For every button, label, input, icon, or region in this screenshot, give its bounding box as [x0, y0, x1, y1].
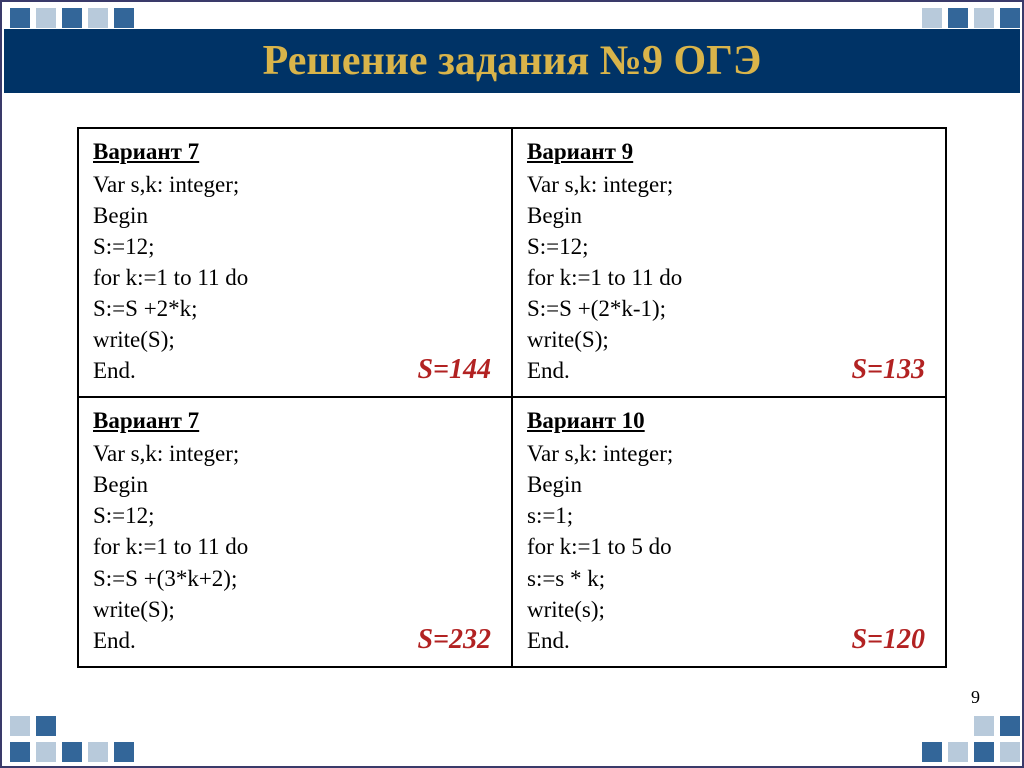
code-line: S:=S +2*k;: [93, 293, 497, 324]
cell-title: Вариант 7: [93, 408, 497, 434]
code-line: Begin: [527, 200, 931, 231]
code-line: write(S);: [527, 324, 931, 355]
code-line: Begin: [93, 469, 497, 500]
answer: S=232: [417, 624, 491, 656]
cell-title: Вариант 7: [93, 139, 497, 165]
decor-square: [948, 742, 968, 762]
decor-square: [114, 8, 134, 28]
code-line: S:=S +(3*k+2);: [93, 563, 497, 594]
code-line: Begin: [527, 469, 931, 500]
slide: Решение задания №9 ОГЭ Вариант 7 Var s,k…: [0, 0, 1024, 768]
answer: S=120: [851, 624, 925, 656]
code-line: for k:=1 to 5 do: [527, 531, 931, 562]
decor-square: [1000, 8, 1020, 28]
slide-title: Решение задания №9 ОГЭ: [263, 37, 762, 85]
decor-square: [10, 742, 30, 762]
cell-3: Вариант 10 Var s,k: integer;Begins:=1;fo…: [512, 397, 946, 666]
code-line: for k:=1 to 11 do: [93, 531, 497, 562]
cell-title: Вариант 10: [527, 408, 931, 434]
decor-square: [1000, 742, 1020, 762]
code-table: Вариант 7 Var s,k: integer;BeginS:=12;fo…: [77, 127, 947, 668]
code-line: write(S);: [93, 594, 497, 625]
code-line: S:=12;: [527, 231, 931, 262]
cell-title: Вариант 9: [527, 139, 931, 165]
page-number: 9: [971, 687, 980, 708]
code-line: s:=1;: [527, 500, 931, 531]
decor-square: [922, 8, 942, 28]
decor-square: [88, 742, 108, 762]
code-line: S:=12;: [93, 231, 497, 262]
cell-1: Вариант 9 Var s,k: integer;BeginS:=12;fo…: [512, 128, 946, 397]
cell-2: Вариант 7 Var s,k: integer;BeginS:=12;fo…: [78, 397, 512, 666]
code-line: s:=s * k;: [527, 563, 931, 594]
decor-square: [974, 742, 994, 762]
code-line: for k:=1 to 11 do: [527, 262, 931, 293]
decor-square: [948, 8, 968, 28]
decor-square: [10, 8, 30, 28]
decor-square: [36, 742, 56, 762]
decor-square: [36, 8, 56, 28]
decor-square: [62, 8, 82, 28]
code-line: for k:=1 to 11 do: [93, 262, 497, 293]
code-line: Begin: [93, 200, 497, 231]
decor-square: [62, 742, 82, 762]
code-line: write(S);: [93, 324, 497, 355]
decor-square: [1000, 716, 1020, 736]
decor-square: [922, 742, 942, 762]
code-line: S:=S +(2*k-1);: [527, 293, 931, 324]
decor-square: [974, 8, 994, 28]
answer: S=133: [851, 354, 925, 386]
code-line: Var s,k: integer;: [93, 169, 497, 200]
code-line: S:=12;: [93, 500, 497, 531]
decor-square: [10, 716, 30, 736]
code-line: Var s,k: integer;: [93, 438, 497, 469]
code-line: Var s,k: integer;: [527, 169, 931, 200]
code-line: Var s,k: integer;: [527, 438, 931, 469]
code-line: write(s);: [527, 594, 931, 625]
decor-square: [974, 716, 994, 736]
decor-square: [88, 8, 108, 28]
title-bar: Решение задания №9 ОГЭ: [4, 29, 1020, 93]
decor-square: [114, 742, 134, 762]
answer: S=144: [417, 354, 491, 386]
cell-0: Вариант 7 Var s,k: integer;BeginS:=12;fo…: [78, 128, 512, 397]
decor-square: [36, 716, 56, 736]
